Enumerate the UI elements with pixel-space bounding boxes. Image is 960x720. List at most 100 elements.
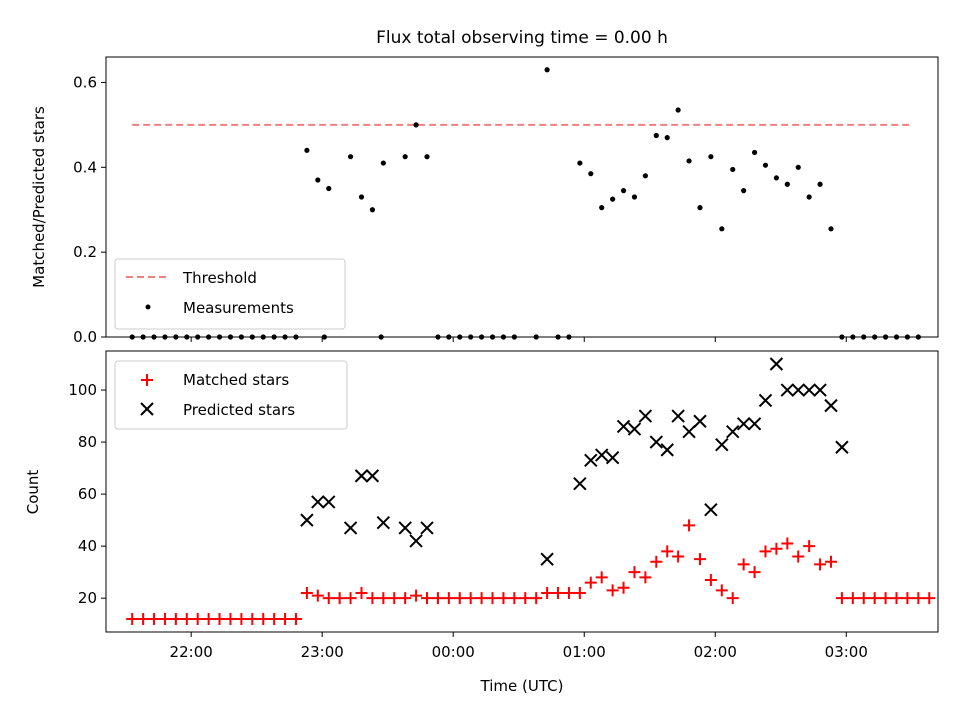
matched-star-point (726, 592, 739, 605)
matched-star-point (890, 592, 903, 605)
measurement-point (610, 196, 616, 202)
predicted-star-point (649, 435, 664, 449)
measurement-point (806, 194, 812, 200)
predicted-star-point (758, 393, 773, 408)
matched-star-point (126, 612, 139, 625)
measurement-point (304, 147, 310, 153)
bottom-y-tick-label: 60 (78, 485, 97, 503)
measurement-point (708, 154, 714, 160)
measurement-point (653, 132, 659, 139)
measurement-point (358, 194, 365, 200)
measurement-point (413, 122, 419, 128)
measurement-point (544, 67, 550, 73)
matched-star-point (661, 545, 674, 558)
bottom-y-axis: 20 40 60 80 100 (68, 381, 106, 607)
predicted-star-point (605, 450, 620, 465)
top-plot-frame (105, 56, 939, 338)
matched-star-point (355, 586, 368, 599)
matched-star-point (835, 592, 848, 605)
predicted-star-point (726, 424, 740, 439)
bottom-x-tick-label: 23:00 (301, 643, 344, 661)
measurement-point (347, 154, 354, 160)
matched-star-point (289, 612, 302, 625)
matched-star-point (377, 592, 390, 605)
bottom-y-tick-label: 40 (78, 537, 97, 555)
matched-star-point (737, 558, 750, 571)
predicted-star-point (322, 495, 336, 509)
bottom-legend: Matched stars Predicted stars (114, 360, 348, 430)
measurement-point (686, 158, 692, 164)
matched-star-point (792, 550, 805, 563)
matched-star-point (366, 592, 379, 605)
matched-star-point (519, 592, 532, 605)
matched-star-point (639, 571, 652, 584)
predicted-star-point (584, 453, 598, 467)
matched-star-point (257, 612, 270, 625)
predicted-star-point (682, 424, 696, 439)
matched-star-point (202, 612, 215, 625)
predicted-star-point (616, 419, 631, 434)
predicted-star-point (343, 521, 358, 535)
measurement-point (380, 160, 386, 166)
measurement-point (599, 205, 605, 211)
measurement-point (828, 226, 834, 232)
matched-star-point (486, 592, 499, 605)
predicted-star-point (573, 476, 587, 491)
legend-matched-swatch (141, 374, 153, 386)
predicted-star-point (398, 521, 412, 535)
matched-star-point (814, 558, 827, 571)
measurement-point (620, 188, 627, 194)
measurement-point (817, 181, 823, 187)
matched-star-point (606, 584, 619, 597)
predicted-star-point (594, 448, 609, 462)
measurement-point (773, 175, 780, 181)
matched-star-point (857, 592, 870, 605)
chart-title: Flux total observing time = 0.00 h (376, 28, 668, 48)
measurement-point (326, 185, 332, 192)
matched-star-point (421, 592, 434, 605)
measurement-point (577, 160, 583, 166)
predicted-star-point (660, 443, 674, 457)
top-x-ticks (190, 337, 847, 342)
bottom-legend-box (114, 360, 348, 430)
predicted-star-point (813, 383, 827, 397)
matched-star-point (868, 592, 881, 605)
predicted-star-point (791, 383, 805, 397)
measurement-point (369, 207, 376, 213)
bottom-panel: 20 40 60 80 100 22:00 23:00 00:00 01:00 02:00 03:… (24, 350, 939, 695)
predicted-star-point (780, 383, 795, 397)
matched-star-point (322, 592, 335, 605)
legend-matched-label: Matched stars (183, 371, 289, 389)
predicted-star-point (704, 503, 718, 517)
bottom-x-axis-label: Time (UTC) (480, 677, 564, 695)
predicted-star-point (715, 437, 729, 452)
measurement-point (719, 226, 725, 232)
matched-star-point (781, 537, 794, 550)
bottom-marks (126, 357, 936, 625)
predicted-star-point (769, 357, 784, 371)
top-legend-box (114, 258, 346, 330)
top-y-axis-label: Matched/Predicted stars (30, 106, 48, 288)
matched-star-point (617, 581, 630, 594)
measurement-point (675, 107, 681, 113)
bottom-x-tick-label: 02:00 (694, 643, 737, 661)
matched-star-point (246, 612, 259, 625)
matched-star-point (552, 586, 565, 599)
matched-star-point (442, 592, 455, 605)
matched-star-point (683, 519, 696, 532)
matched-star-point (169, 612, 182, 625)
matched-star-point (311, 589, 324, 602)
measurement-point (588, 171, 594, 177)
bottom-x-tick-label: 01:00 (563, 643, 606, 661)
matched-star-point (595, 571, 608, 584)
matched-star-point (770, 542, 783, 555)
matched-star-point (497, 592, 510, 605)
predicted-star-point (354, 469, 369, 483)
predicted-star-point (638, 409, 653, 423)
matched-star-point (333, 592, 346, 605)
matched-star-point (824, 555, 837, 568)
matched-star-point (213, 612, 226, 625)
matched-star-point (453, 592, 466, 605)
predicted-star-point (802, 383, 816, 397)
